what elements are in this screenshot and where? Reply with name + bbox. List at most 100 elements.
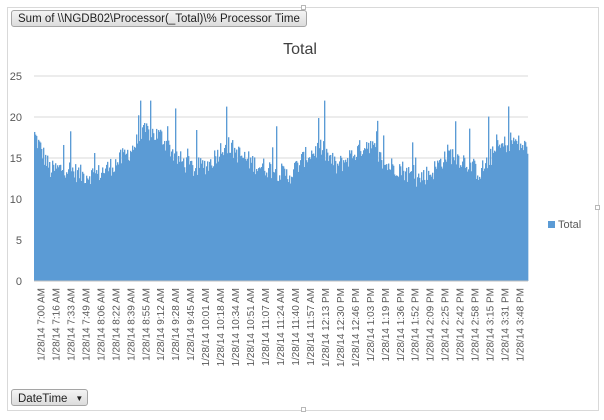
area-column <box>142 127 144 281</box>
area-column <box>385 164 387 281</box>
area-column <box>356 156 358 281</box>
area-column <box>521 148 523 281</box>
x-tick-label: 1/28/14 11:07 AM <box>261 288 272 366</box>
area-column <box>462 161 464 281</box>
area-column <box>432 172 434 281</box>
area-column <box>276 126 278 281</box>
area-column <box>377 120 379 281</box>
axis-field-button[interactable]: DateTime ▼ <box>11 389 89 406</box>
area-column <box>323 141 325 281</box>
area-column <box>410 171 412 281</box>
area-column <box>466 166 468 281</box>
area-column <box>47 155 49 281</box>
area-column <box>327 152 329 281</box>
x-tick-label: 1/28/14 8:39 AM <box>126 288 137 361</box>
area-column <box>173 160 175 281</box>
area-column <box>311 150 313 281</box>
area-column <box>121 163 123 281</box>
area-column <box>364 148 366 281</box>
area-column <box>302 152 304 281</box>
area-column <box>468 169 470 281</box>
area-column <box>358 144 360 281</box>
area-column <box>271 178 273 281</box>
area-column <box>396 175 398 281</box>
area-column <box>164 140 166 281</box>
area-column <box>267 177 269 281</box>
dropdown-arrow-icon[interactable]: ▼ <box>75 394 84 403</box>
area-column <box>449 150 451 281</box>
area-column <box>183 158 185 281</box>
area-column <box>274 172 276 281</box>
area-column <box>226 106 228 281</box>
x-tick-label: 1/28/14 3:48 PM <box>516 288 527 361</box>
area-column <box>393 165 395 281</box>
area-column <box>472 161 474 281</box>
area-column <box>347 158 349 281</box>
area-column <box>495 151 497 281</box>
area-column <box>366 142 368 281</box>
area-column <box>518 135 520 281</box>
area-column <box>188 156 190 281</box>
area-column <box>236 149 238 281</box>
area-column <box>149 140 151 281</box>
area-column <box>252 156 254 281</box>
area-column <box>50 177 52 281</box>
area-column <box>301 154 303 281</box>
area-column <box>140 100 142 281</box>
area-column <box>161 131 163 281</box>
area-column <box>289 175 291 281</box>
y-tick-label: 0 <box>16 276 22 288</box>
area-column <box>143 124 145 281</box>
area-column <box>435 166 437 281</box>
area-column <box>522 145 524 281</box>
area-column <box>331 163 333 281</box>
area-column <box>263 158 265 281</box>
area-column <box>65 177 67 281</box>
area-column <box>207 161 209 281</box>
area-column <box>382 168 384 281</box>
area-column <box>500 147 502 281</box>
area-column <box>233 158 235 281</box>
resize-handle-right[interactable] <box>595 205 600 210</box>
area-column <box>398 177 400 281</box>
area-column <box>457 154 459 281</box>
area-column <box>243 157 245 281</box>
area-column <box>316 157 318 281</box>
area-column <box>413 165 415 281</box>
area-column <box>335 160 337 281</box>
area-column <box>478 179 480 281</box>
area-column <box>49 162 51 281</box>
area-column <box>220 143 222 281</box>
area-column <box>136 134 138 281</box>
value-field-button[interactable]: Sum of \\NGDB02\Processor(_Total)\% Proc… <box>11 10 307 27</box>
area-column <box>90 184 92 281</box>
area-column <box>151 137 153 281</box>
area-column <box>86 175 88 281</box>
resize-handle-bottom[interactable] <box>301 407 306 412</box>
area-column <box>403 170 405 281</box>
area-column <box>246 160 248 281</box>
area-column <box>269 162 271 281</box>
area-column <box>441 166 443 281</box>
area-column <box>75 164 77 281</box>
area-column <box>412 142 414 281</box>
area-column <box>319 148 321 281</box>
area-column <box>315 146 317 281</box>
area-column <box>296 160 298 281</box>
y-tick-label: 15 <box>10 153 22 165</box>
area-column <box>330 154 332 281</box>
area-column <box>351 150 353 281</box>
area-column <box>41 148 43 281</box>
resize-handle-top[interactable] <box>301 5 306 10</box>
area-column <box>135 147 137 281</box>
area-column <box>384 164 386 281</box>
area-column <box>489 164 491 281</box>
area-column <box>359 140 361 281</box>
area-column <box>126 153 128 281</box>
area-column <box>469 128 471 281</box>
area-column <box>310 159 312 281</box>
area-column <box>199 167 201 281</box>
area-column <box>184 167 186 281</box>
area-column <box>519 150 521 281</box>
area-column <box>152 128 154 281</box>
